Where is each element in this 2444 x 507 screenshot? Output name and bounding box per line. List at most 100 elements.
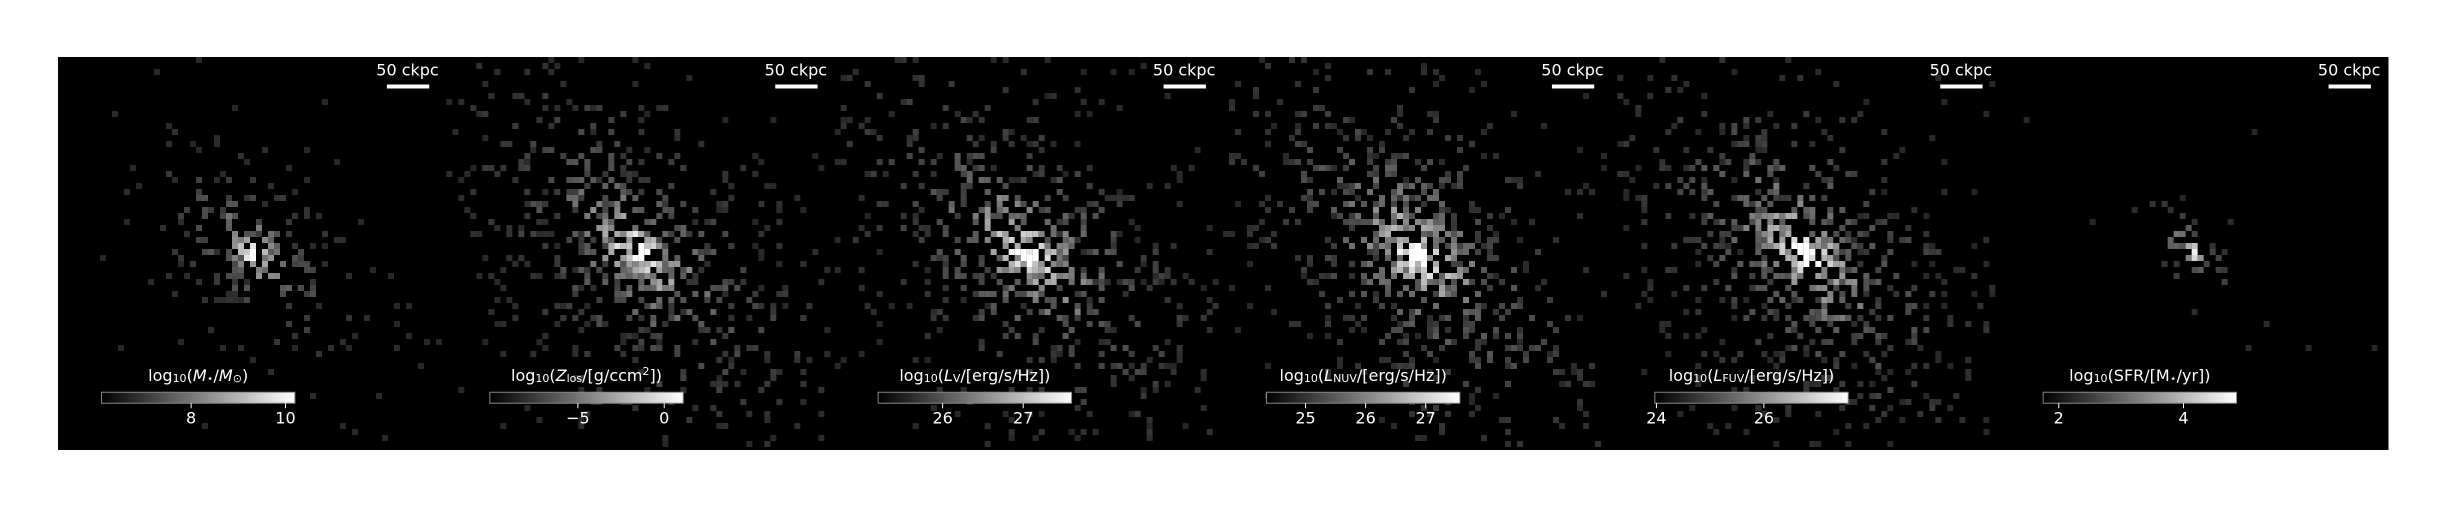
map-pixel	[1839, 261, 1846, 267]
map-pixel	[1433, 405, 1439, 411]
map-pixel	[1397, 321, 1403, 327]
map-pixel	[954, 273, 961, 279]
map-pixel	[1038, 207, 1045, 213]
map-pixel	[1397, 153, 1403, 159]
map-pixel	[728, 243, 735, 249]
map-pixel	[1074, 309, 1081, 315]
map-pixel	[1319, 291, 1325, 297]
map-pixel	[2185, 243, 2192, 249]
map-pixel	[984, 225, 991, 231]
map-pixel	[1164, 363, 1171, 369]
map-pixel	[226, 297, 232, 303]
map-pixel	[334, 237, 340, 243]
map-pixel	[1301, 177, 1307, 183]
map-pixel	[584, 243, 591, 249]
map-pixel	[1761, 207, 1768, 213]
map-pixel	[124, 189, 130, 195]
map-pixel	[924, 291, 931, 297]
map-pixel	[918, 225, 925, 231]
map-pixel	[566, 99, 573, 105]
map-pixel	[1164, 381, 1171, 387]
map-pixel	[704, 219, 711, 225]
map-pixel	[972, 315, 979, 321]
map-pixel	[1146, 285, 1153, 291]
map-pixel	[1421, 237, 1427, 243]
map-pixel	[942, 315, 949, 321]
map-pixel	[1779, 75, 1786, 81]
map-pixel	[638, 105, 645, 111]
map-pixel	[1935, 417, 1942, 423]
map-pixel	[1583, 183, 1589, 189]
map-pixel	[1815, 327, 1822, 333]
map-pixel	[906, 141, 913, 147]
map-pixel	[584, 411, 591, 417]
map-pixel	[1373, 291, 1379, 297]
map-pixel	[1206, 327, 1213, 333]
map-pixel	[870, 129, 877, 135]
map-pixel	[1773, 291, 1780, 297]
map-pixel	[1463, 279, 1469, 285]
map-pixel	[2191, 219, 2198, 225]
colorbar-label-part: log	[1669, 366, 1693, 385]
map-pixel	[524, 69, 531, 75]
map-pixel	[578, 309, 585, 315]
map-pixel	[1349, 315, 1355, 321]
map-pixel	[1469, 279, 1475, 285]
map-pixel	[930, 159, 937, 165]
map-pixel	[1809, 441, 1816, 447]
map-pixel	[1385, 255, 1391, 261]
map-pixel	[1821, 177, 1828, 183]
map-pixel	[1385, 129, 1391, 135]
scalebar-label: 50 ckpc	[1930, 61, 1992, 80]
map-pixel	[1463, 165, 1469, 171]
map-pixel	[1283, 219, 1289, 225]
map-pixel	[1385, 225, 1391, 231]
map-pixel	[1493, 273, 1499, 279]
map-pixel	[1451, 279, 1457, 285]
map-pixel	[1839, 351, 1846, 357]
map-pixel	[1577, 405, 1583, 411]
map-pixel	[1635, 303, 1642, 309]
map-pixel	[1475, 345, 1481, 351]
map-pixel	[722, 333, 729, 339]
map-pixel	[268, 273, 274, 279]
map-pixel	[1397, 237, 1403, 243]
map-pixel	[394, 345, 400, 351]
map-pixel	[1761, 195, 1768, 201]
map-pixel	[1773, 183, 1780, 189]
map-pixel	[662, 243, 669, 249]
map-pixel	[1038, 291, 1045, 297]
map-pixel	[1391, 165, 1397, 171]
map-pixel	[1002, 267, 1009, 273]
map-pixel	[238, 273, 244, 279]
map-pixel	[578, 177, 585, 183]
map-pixel	[2203, 261, 2210, 267]
map-pixel	[1152, 387, 1159, 393]
map-pixel	[1355, 183, 1361, 189]
map-pixel	[1761, 147, 1768, 153]
map-pixel	[274, 249, 280, 255]
map-pixel	[1391, 201, 1397, 207]
map-pixel	[1032, 141, 1039, 147]
map-pixel	[1881, 159, 1888, 165]
map-pixel	[1008, 249, 1015, 255]
map-pixel	[680, 369, 687, 375]
map-pixel	[322, 261, 328, 267]
map-pixel	[572, 291, 579, 297]
map-pixel	[1767, 279, 1774, 285]
map-pixel	[864, 303, 871, 309]
map-pixel	[1403, 207, 1409, 213]
map-pixel	[1379, 243, 1385, 249]
map-pixel	[1050, 273, 1057, 279]
map-pixel	[1026, 255, 1033, 261]
colorbar-label-part: /[erg/s/Hz])	[1744, 366, 1834, 385]
map-pixel	[340, 237, 346, 243]
map-pixel	[1415, 261, 1421, 267]
map-pixel	[620, 153, 627, 159]
map-pixel	[1259, 219, 1265, 225]
map-pixel	[1110, 243, 1117, 249]
map-pixel	[578, 153, 585, 159]
map-pixel	[1391, 219, 1397, 225]
map-pixel	[716, 207, 723, 213]
colorbar-label-part: (	[549, 366, 555, 385]
